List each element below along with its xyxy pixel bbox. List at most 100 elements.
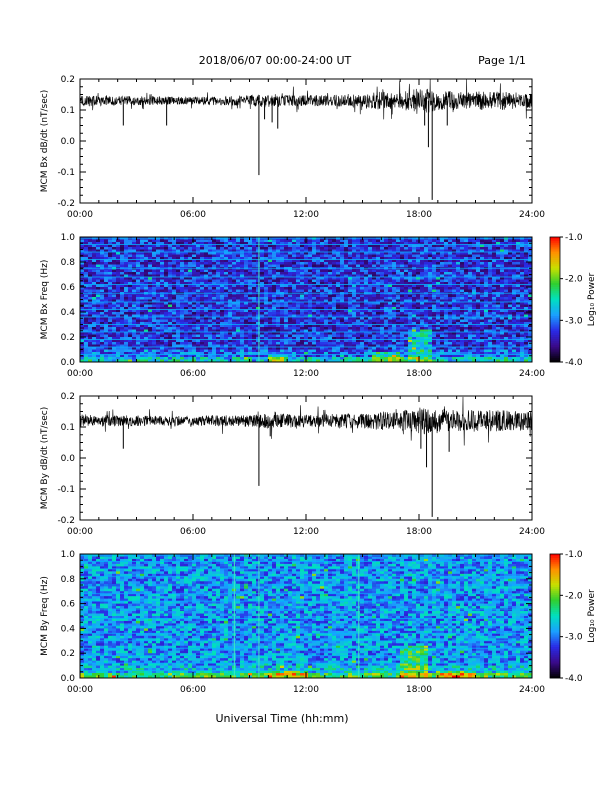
spectrogram-cell <box>340 337 345 340</box>
spectrogram-cell <box>432 287 437 290</box>
spectrogram-cell <box>356 329 361 333</box>
spectrogram-cell <box>116 287 121 290</box>
spectrogram-cell <box>356 299 361 303</box>
spectrogram-cell <box>128 284 133 288</box>
spectrogram-cell <box>400 272 405 275</box>
spectrogram-cell <box>452 327 457 330</box>
y-tick-label: 0.0 <box>61 137 76 147</box>
spectrogram-cell <box>512 254 517 258</box>
spectrogram-cell <box>364 332 369 335</box>
spectrogram-cell <box>276 314 281 318</box>
spectrogram-cell <box>188 324 193 328</box>
spectrogram-cell <box>440 274 445 278</box>
spectrogram-cell <box>156 317 161 320</box>
spectrogram-cell <box>384 339 389 343</box>
spectrogram-cell <box>372 304 377 308</box>
spectrogram-cell <box>528 252 533 255</box>
spectrogram-cell <box>496 274 501 278</box>
spectrogram-cell <box>408 299 413 303</box>
spectrogram-cell <box>400 317 405 320</box>
spectrogram-cell <box>468 299 473 303</box>
spectrogram-cell <box>176 332 181 335</box>
spectrogram-cell <box>88 294 93 298</box>
spectrogram-cell <box>228 247 233 250</box>
spectrogram-cell <box>472 337 477 340</box>
spectrogram-cell <box>288 327 293 330</box>
spectrogram-cell <box>164 287 169 290</box>
spectrogram-cell <box>176 247 181 250</box>
spectrogram-cell <box>428 322 433 325</box>
spectrogram-cell <box>196 287 201 290</box>
spectrogram-cell <box>420 319 425 323</box>
spectrogram-cell <box>404 264 409 268</box>
spectrogram-cell <box>384 342 389 345</box>
spectrogram-cell <box>424 329 429 333</box>
spectrogram-cell <box>184 259 189 263</box>
spectrogram-cell <box>400 249 405 253</box>
spectrogram-cell <box>220 307 225 310</box>
spectrogram-cell <box>480 274 485 278</box>
spectrogram-cell <box>444 279 449 283</box>
spectrogram-cell <box>384 289 389 293</box>
spectrogram-cell <box>120 244 125 248</box>
spectrogram-cell <box>432 239 437 243</box>
spectrogram-cell <box>140 332 145 335</box>
spectrogram-cell <box>120 289 125 293</box>
spectrogram-cell <box>344 282 349 285</box>
spectrogram-cell <box>316 307 321 310</box>
spectrogram-cell <box>412 304 417 308</box>
spectrogram-cell <box>168 329 173 333</box>
spectrogram-cell <box>456 272 461 275</box>
spectrogram-cell <box>176 252 181 255</box>
spectrogram-cell <box>172 242 177 245</box>
spectrogram-cell <box>324 249 329 253</box>
spectrogram-cell <box>228 337 233 340</box>
spectrogram-cell <box>80 324 85 328</box>
spectrogram-cell <box>500 239 505 243</box>
spectrogram-cell <box>136 284 141 288</box>
spectrogram-cell <box>332 252 337 255</box>
spectrogram-cell <box>388 302 393 305</box>
spectrogram-cell <box>476 269 481 273</box>
spectrogram-cell <box>96 344 101 348</box>
spectrogram-cell <box>252 244 257 248</box>
spectrogram-cell <box>276 282 281 285</box>
spectrogram-cell <box>148 264 153 268</box>
spectrogram-cell <box>104 259 109 263</box>
spectrogram-cell <box>232 244 237 248</box>
spectrogram-cell <box>376 322 381 325</box>
spectrogram-cell <box>324 284 329 288</box>
spectrogram-cell <box>444 317 449 320</box>
spectrogram-cell <box>420 254 425 258</box>
spectrogram-cell <box>148 239 153 243</box>
spectrogram-cell <box>224 277 229 280</box>
spectrogram-cell <box>220 302 225 305</box>
spectrogram-cell <box>316 289 321 293</box>
spectrogram-cell <box>108 339 113 343</box>
spectrogram-cell <box>500 252 505 255</box>
spectrogram-cell <box>204 317 209 320</box>
spectrogram-cell <box>80 244 85 248</box>
spectrogram-cell <box>184 332 189 335</box>
spectrogram-cell <box>308 332 313 335</box>
spectrogram-cell <box>388 259 393 263</box>
spectrogram-cell <box>376 259 381 263</box>
spectrogram-cell <box>268 239 273 243</box>
spectrogram-cell <box>204 254 209 258</box>
spectrogram-cell <box>480 252 485 255</box>
spectrogram-cell <box>428 247 433 250</box>
spectrogram-cell <box>392 314 397 318</box>
spectrogram-cell <box>312 317 317 320</box>
spectrogram-cell <box>364 287 369 290</box>
spectrogram-cell <box>428 294 433 298</box>
spectrogram-cell <box>280 282 285 285</box>
spectrogram-cell <box>240 284 245 288</box>
spectrogram-cell <box>228 257 233 260</box>
spectrogram-cell <box>376 332 381 335</box>
spectrogram-cell <box>304 284 309 288</box>
spectrogram-cell <box>388 307 393 310</box>
spectrogram-cell <box>212 302 217 305</box>
spectrogram-cell <box>440 322 445 325</box>
spectrogram-cell <box>140 284 145 288</box>
spectrogram-cell <box>136 299 141 303</box>
